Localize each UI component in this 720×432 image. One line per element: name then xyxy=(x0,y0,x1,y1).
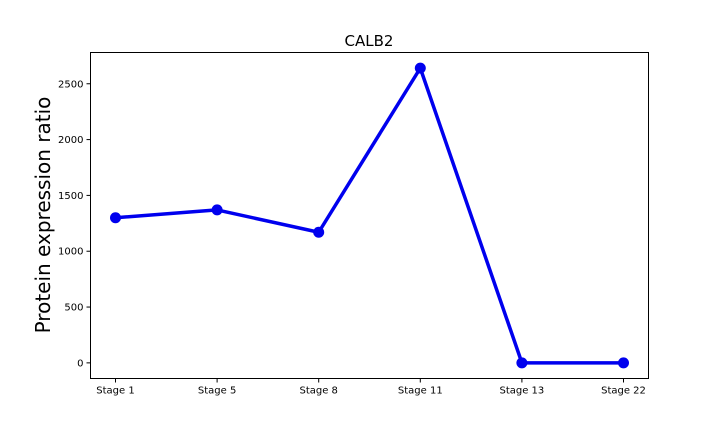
x-tick-label: Stage 13 xyxy=(499,386,544,397)
plot-marks xyxy=(110,62,629,369)
y-tick-label: 2500 xyxy=(58,79,83,90)
plot-frame xyxy=(90,52,649,379)
x-tick-label: Stage 8 xyxy=(299,386,337,397)
series-line xyxy=(113,66,626,365)
data-point xyxy=(618,357,629,369)
x-tick-label: Stage 11 xyxy=(398,386,443,397)
data-point xyxy=(414,62,426,74)
x-tick-label: Stage 5 xyxy=(198,386,236,397)
y-tick-label: 0 xyxy=(77,358,83,369)
chart-title: CALB2 xyxy=(345,32,394,50)
data-point xyxy=(211,204,223,216)
y-tick-label: 500 xyxy=(64,303,83,314)
y-tick-label: 1500 xyxy=(58,191,83,202)
y-tick-label: 2000 xyxy=(58,135,83,146)
y-tick-label: 1000 xyxy=(58,247,83,258)
data-point xyxy=(110,212,121,224)
x-tick-label: Stage 22 xyxy=(601,386,646,397)
y-axis-label: Protein expression ratio xyxy=(31,97,55,334)
x-axis: Stage 1 Stage 5 Stage 8 Stage 11 Stage 13 Sta… xyxy=(96,378,646,397)
data-point xyxy=(516,357,528,369)
data-point xyxy=(313,226,325,238)
y-axis: 0 500 1000 1500 2000 2500 xyxy=(58,79,91,369)
x-tick-label: Stage 1 xyxy=(96,386,134,397)
